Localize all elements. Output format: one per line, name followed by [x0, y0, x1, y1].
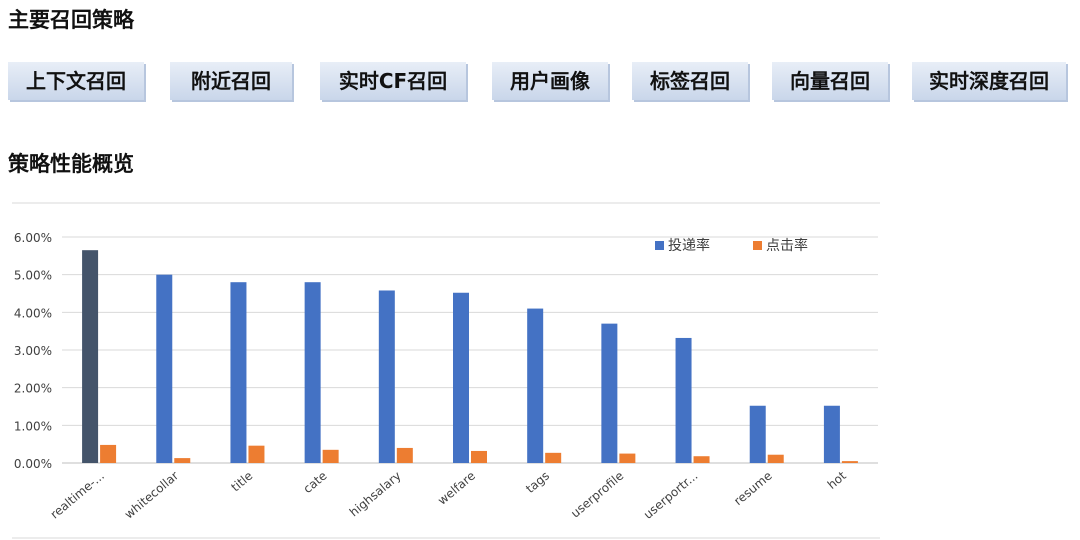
y-axis-ticks: 0.00% 1.00% 2.00% 3.00% 4.00% 5.00% 6.00% — [14, 231, 52, 471]
chart-gridlines — [62, 236, 878, 464]
performance-bar-chart: 0.00% 1.00% 2.00% 3.00% 4.00% 5.00% 6.00% real… — [12, 202, 880, 539]
x-tick-label: title — [228, 469, 255, 495]
bar-click-rate — [841, 461, 858, 463]
legend-label-click: 点击率 — [766, 237, 808, 254]
x-tick-label: realtime-... — [48, 469, 107, 522]
bar-delivery-rate — [749, 405, 766, 463]
strategy-tag-nearby[interactable]: 附近召回 — [170, 62, 292, 100]
bar-click-rate — [174, 458, 191, 463]
bar-delivery-rate — [304, 282, 321, 463]
bar-delivery-rate — [156, 274, 173, 463]
strategy-tag-vector[interactable]: 向量召回 — [772, 62, 888, 100]
x-tick-label: userprofile — [568, 469, 626, 521]
strategy-tag-realtime-cf[interactable]: 实时CF召回 — [320, 62, 466, 100]
y-tick-label: 0.00% — [14, 457, 52, 471]
bar-delivery-rate — [675, 337, 692, 463]
bar-click-rate — [100, 444, 117, 463]
strategy-tag-user-profile[interactable]: 用户画像 — [492, 62, 608, 100]
bar-click-rate — [322, 449, 339, 463]
bar-delivery-rate — [230, 282, 247, 463]
x-tick-label: userportr... — [641, 469, 701, 522]
strategy-tag-realtime-deep[interactable]: 实时深度召回 — [912, 62, 1066, 100]
strategy-tag-list: 上下文召回 附近召回 实时CF召回 用户画像 标签召回 向量召回 实时深度召回 — [8, 62, 1080, 102]
x-axis-labels: realtime-... whitecollar title cate highsala… — [48, 468, 849, 521]
bar-delivery-rate — [378, 290, 395, 463]
strategy-tag-context[interactable]: 上下文召回 — [8, 62, 144, 100]
bar-delivery-rate — [823, 405, 840, 463]
page-title: 主要召回策略 — [8, 8, 134, 32]
bar-delivery-rate — [82, 250, 99, 463]
bar-click-rate — [471, 450, 487, 463]
chart-legend: 投递率 点击率 — [655, 237, 808, 254]
y-tick-label: 2.00% — [14, 382, 52, 396]
y-tick-label: 6.00% — [14, 231, 52, 245]
chart-bars — [82, 250, 858, 463]
legend-swatch-click — [753, 241, 762, 250]
x-tick-label: welfare — [435, 469, 478, 508]
x-tick-label: resume — [731, 469, 774, 509]
legend-swatch-delivery — [655, 241, 664, 250]
x-tick-label: cate — [301, 469, 330, 496]
bar-click-rate — [396, 447, 413, 463]
legend-label-delivery: 投递率 — [668, 237, 710, 254]
bar-delivery-rate — [453, 292, 469, 463]
bar-click-rate — [545, 452, 562, 463]
bar-delivery-rate — [601, 323, 618, 463]
bar-click-rate — [248, 445, 265, 463]
strategy-tag-tags[interactable]: 标签召回 — [632, 62, 748, 100]
y-tick-label: 5.00% — [14, 269, 52, 283]
bar-click-rate — [693, 456, 710, 463]
x-tick-label: tags — [523, 469, 552, 496]
y-tick-label: 3.00% — [14, 344, 52, 358]
y-tick-label: 4.00% — [14, 306, 52, 320]
x-tick-label: hot — [825, 468, 849, 492]
x-tick-label: highsalary — [347, 469, 404, 520]
bar-delivery-rate — [527, 308, 544, 463]
bar-click-rate — [619, 453, 636, 463]
x-tick-label: whitecollar — [122, 469, 181, 522]
bar-click-rate — [767, 454, 784, 463]
y-tick-label: 1.00% — [14, 419, 52, 433]
section-title: 策略性能概览 — [8, 152, 134, 176]
